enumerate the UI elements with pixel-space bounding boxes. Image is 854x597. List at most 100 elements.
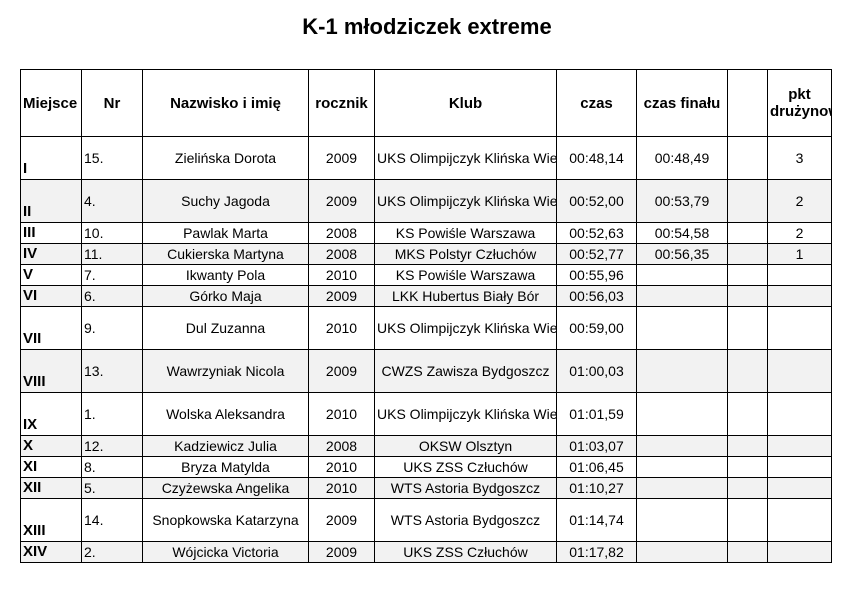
nr-cell: 12. xyxy=(81,435,143,457)
nr-cell: 4. xyxy=(81,179,143,223)
place-cell: XI xyxy=(20,456,82,478)
table-row: III 10. Pawlak Marta 2008 KS Powiśle Warszaw… xyxy=(20,222,832,244)
final-time-cell xyxy=(636,349,728,393)
table-row: VI 6. Górko Maja 2009 LKK Hubertus Biały Bór… xyxy=(20,285,832,307)
time-cell: 01:17,82 xyxy=(556,541,637,563)
club-cell: UKS ZSS Człuchów xyxy=(374,456,557,478)
team-points-cell xyxy=(767,541,832,563)
name-cell: Wawrzyniak Nicola xyxy=(142,349,309,393)
final-time-cell xyxy=(636,392,728,436)
final-time-cell: 00:53,79 xyxy=(636,179,728,223)
place-cell: I xyxy=(20,136,82,180)
final-time-cell: 00:56,35 xyxy=(636,243,728,265)
club-cell: MKS Polstyr Człuchów xyxy=(374,243,557,265)
final-time-cell xyxy=(636,477,728,499)
final-time-cell xyxy=(636,306,728,350)
final-time-cell xyxy=(636,435,728,457)
team-points-cell: 3 xyxy=(767,136,832,180)
final-time-cell: 00:54,58 xyxy=(636,222,728,244)
year-cell: 2009 xyxy=(308,179,375,223)
table-row: X 12. Kadziewicz Julia 2008 OKSW Olsztyn 01:0… xyxy=(20,435,832,457)
place-cell: V xyxy=(20,264,82,286)
header-time: czas xyxy=(556,69,637,137)
name-cell: Snopkowska Katarzyna xyxy=(142,498,309,542)
place-cell: XIII xyxy=(20,498,82,542)
final-time-cell: 00:48,49 xyxy=(636,136,728,180)
header-nr: Nr xyxy=(81,69,143,137)
time-cell: 01:01,59 xyxy=(556,392,637,436)
club-cell: UKS Olimpijczyk Klińska Wielka xyxy=(374,179,557,223)
club-cell: CWZS Zawisza Bydgoszcz xyxy=(374,349,557,393)
header-year: rocznik xyxy=(308,69,375,137)
empty-cell xyxy=(727,477,768,499)
nr-cell: 15. xyxy=(81,136,143,180)
header-name: Nazwisko i imię xyxy=(142,69,309,137)
final-time-cell xyxy=(636,264,728,286)
time-cell: 00:52,00 xyxy=(556,179,637,223)
nr-cell: 11. xyxy=(81,243,143,265)
table-row: XIII 14. Snopkowska Katarzyna 2009 WTS Astor… xyxy=(20,498,832,542)
time-cell: 01:03,07 xyxy=(556,435,637,457)
club-cell: UKS Olimpijczyk Klińska Wielka xyxy=(374,306,557,350)
empty-cell xyxy=(727,541,768,563)
year-cell: 2010 xyxy=(308,264,375,286)
table-row: XI 8. Bryza Matylda 2010 UKS ZSS Człuchów 01:… xyxy=(20,456,832,478)
team-points-cell xyxy=(767,498,832,542)
table-row: IV 11. Cukierska Martyna 2008 MKS Polstyr Cz… xyxy=(20,243,832,265)
time-cell: 01:14,74 xyxy=(556,498,637,542)
empty-cell xyxy=(727,392,768,436)
header-team-points: pkt drużynowa xyxy=(767,69,832,137)
team-points-cell xyxy=(767,285,832,307)
time-cell: 01:10,27 xyxy=(556,477,637,499)
club-cell: UKS Olimpijczyk Klińska Wielka xyxy=(374,392,557,436)
place-cell: VI xyxy=(20,285,82,307)
time-cell: 00:59,00 xyxy=(556,306,637,350)
club-cell: WTS Astoria Bydgoszcz xyxy=(374,498,557,542)
header-place: Miejsce xyxy=(20,69,82,137)
nr-cell: 8. xyxy=(81,456,143,478)
table-row: II 4. Suchy Jagoda 2009 UKS Olimpijczyk Kliń… xyxy=(20,179,832,223)
name-cell: Kadziewicz Julia xyxy=(142,435,309,457)
team-points-cell xyxy=(767,477,832,499)
name-cell: Górko Maja xyxy=(142,285,309,307)
final-time-cell xyxy=(636,285,728,307)
empty-cell xyxy=(727,435,768,457)
empty-cell xyxy=(727,349,768,393)
club-cell: KS Powiśle Warszawa xyxy=(374,222,557,244)
table-row: XII 5. Czyżewska Angelika 2010 WTS Astoria B… xyxy=(20,477,832,499)
team-points-cell xyxy=(767,392,832,436)
club-cell: KS Powiśle Warszawa xyxy=(374,264,557,286)
team-points-cell: 2 xyxy=(767,222,832,244)
year-cell: 2008 xyxy=(308,222,375,244)
final-time-cell xyxy=(636,498,728,542)
place-cell: VIII xyxy=(20,349,82,393)
nr-cell: 13. xyxy=(81,349,143,393)
time-cell: 00:52,77 xyxy=(556,243,637,265)
final-time-cell xyxy=(636,456,728,478)
nr-cell: 9. xyxy=(81,306,143,350)
table-row: VIII 13. Wawrzyniak Nicola 2009 CWZS Zawisza… xyxy=(20,349,832,393)
name-cell: Cukierska Martyna xyxy=(142,243,309,265)
team-points-cell xyxy=(767,349,832,393)
header-row: Miejsce Nr Nazwisko i imię rocznik Klub … xyxy=(20,69,832,137)
time-cell: 00:48,14 xyxy=(556,136,637,180)
time-cell: 00:55,96 xyxy=(556,264,637,286)
name-cell: Czyżewska Angelika xyxy=(142,477,309,499)
empty-cell xyxy=(727,222,768,244)
table-row: XIV 2. Wójcicka Victoria 2009 UKS ZSS Człuch… xyxy=(20,541,832,563)
empty-cell xyxy=(727,243,768,265)
empty-cell xyxy=(727,179,768,223)
nr-cell: 7. xyxy=(81,264,143,286)
empty-cell xyxy=(727,264,768,286)
empty-cell xyxy=(727,306,768,350)
place-cell: X xyxy=(20,435,82,457)
year-cell: 2010 xyxy=(308,392,375,436)
year-cell: 2008 xyxy=(308,435,375,457)
club-cell: UKS Olimpijczyk Klińska Wielka xyxy=(374,136,557,180)
place-cell: VII xyxy=(20,306,82,350)
time-cell: 00:56,03 xyxy=(556,285,637,307)
place-cell: II xyxy=(20,179,82,223)
name-cell: Ikwanty Pola xyxy=(142,264,309,286)
table-row: I 15. Zielińska Dorota 2009 UKS Olimpijczyk … xyxy=(20,136,832,180)
team-points-cell xyxy=(767,306,832,350)
